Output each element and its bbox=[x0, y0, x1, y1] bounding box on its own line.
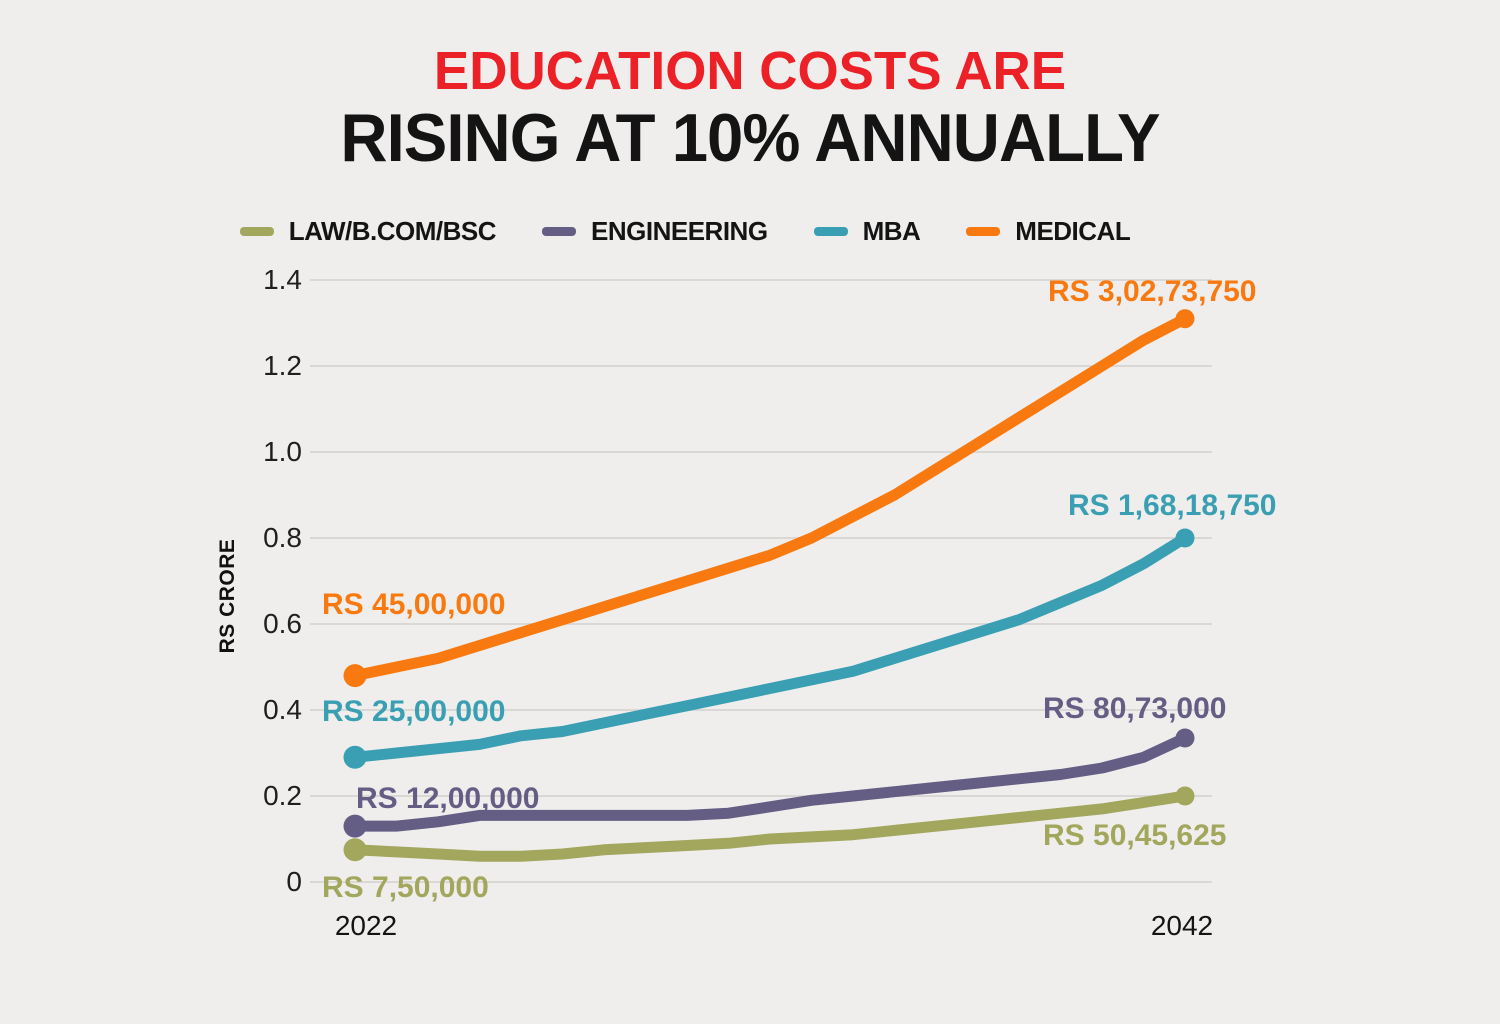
chart-title: EDUCATION COSTS ARE RISING AT 10% ANNUAL… bbox=[0, 41, 1500, 177]
y-tick-0-6: 0.6 bbox=[263, 608, 302, 639]
title-line-2: RISING AT 10% ANNUALLY bbox=[340, 100, 1160, 177]
legend: LAW/B.COM/BSC ENGINEERING MBA MEDICAL bbox=[0, 216, 1370, 247]
mba-swatch-icon bbox=[813, 227, 848, 236]
legend-item-law: LAW/B.COM/BSC bbox=[239, 216, 497, 247]
mba-line bbox=[343, 528, 1195, 769]
law-start-label: RS 7,50,000 bbox=[322, 871, 489, 904]
y-tick-0-4: 0.4 bbox=[263, 694, 302, 725]
y-tick-1-4: 1.4 bbox=[263, 264, 302, 295]
medical-start-label: RS 45,00,000 bbox=[322, 588, 506, 621]
y-tick-1-2: 1.2 bbox=[263, 350, 302, 381]
x-tick-2042: 2042 bbox=[1150, 910, 1214, 941]
engineering-swatch-icon bbox=[542, 227, 577, 236]
law-line bbox=[343, 786, 1195, 862]
engineering-end-label: RS 80,73,000 bbox=[1043, 692, 1227, 725]
medical-line bbox=[343, 309, 1195, 688]
engineering-start-label: RS 12,00,000 bbox=[356, 782, 540, 815]
engineering-line bbox=[343, 728, 1195, 838]
gridlines bbox=[310, 279, 1212, 883]
legend-item-mba: MBA bbox=[813, 216, 921, 247]
title-line-1: EDUCATION COSTS ARE bbox=[433, 41, 1067, 101]
legend-label-mba: MBA bbox=[862, 216, 921, 246]
legend-item-medical: MEDICAL bbox=[966, 216, 1131, 247]
x-tick-2022: 2022 bbox=[334, 910, 398, 941]
legend-label-medical: MEDICAL bbox=[1015, 216, 1131, 246]
legend-label-law: LAW/B.COM/BSC bbox=[288, 216, 497, 246]
legend-label-engineering: ENGINEERING bbox=[591, 216, 768, 246]
mba-end-label: RS 1,68,18,750 bbox=[1068, 489, 1277, 522]
medical-end-label: RS 3,02,73,750 bbox=[1048, 275, 1257, 308]
law-swatch-icon bbox=[239, 227, 274, 236]
legend-item-engineering: ENGINEERING bbox=[542, 216, 768, 247]
y-tick-0: 0 bbox=[286, 866, 302, 897]
y-axis-ticks: 1.4 1.2 1.0 0.8 0.6 0.4 0.2 0 bbox=[0, 0, 302, 1024]
y-tick-1-0: 1.0 bbox=[263, 436, 302, 467]
mba-start-label: RS 25,00,000 bbox=[322, 695, 506, 728]
y-tick-0-2: 0.2 bbox=[263, 780, 302, 811]
law-end-label: RS 50,45,625 bbox=[1043, 819, 1227, 852]
y-tick-0-8: 0.8 bbox=[263, 522, 302, 553]
medical-swatch-icon bbox=[966, 227, 1001, 236]
